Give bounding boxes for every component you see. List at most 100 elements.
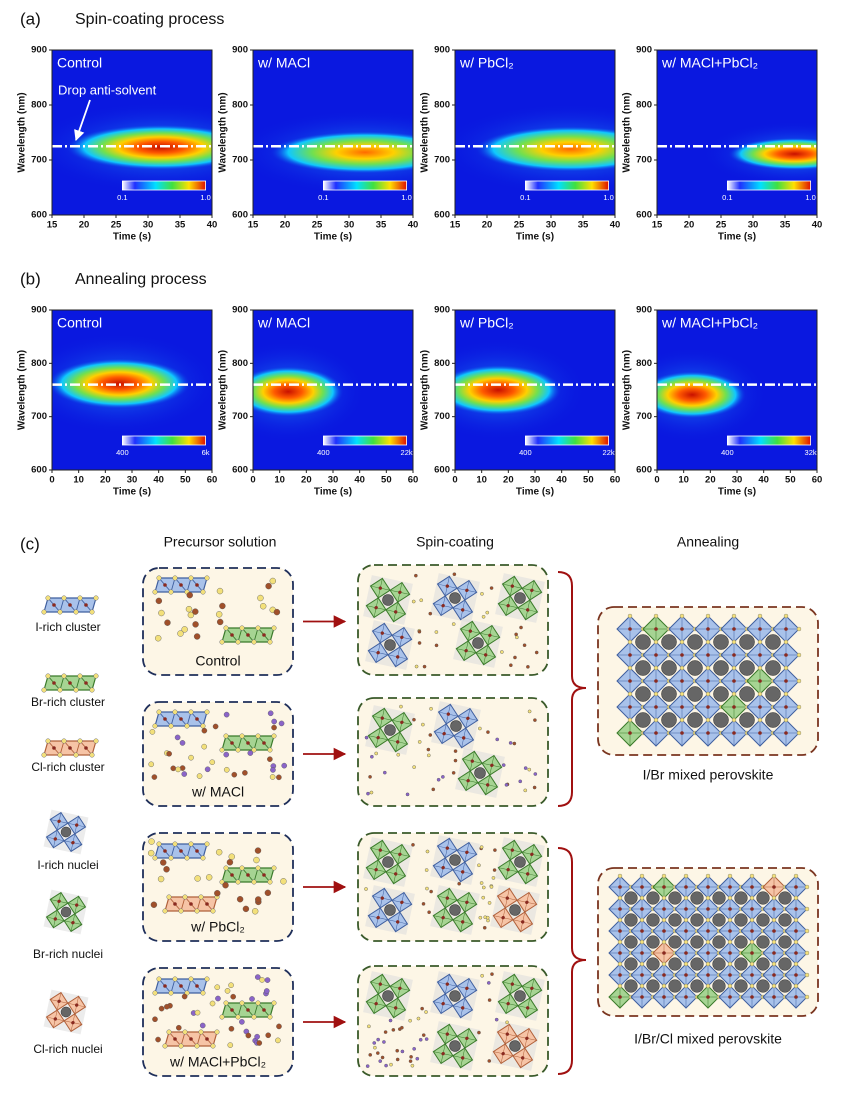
colorbar-label: 1.0 (805, 193, 815, 202)
cation (384, 724, 396, 736)
core (71, 1020, 75, 1025)
ion (269, 577, 277, 585)
ion (376, 1037, 380, 1042)
atom (731, 613, 737, 619)
atom (757, 691, 763, 697)
core (445, 584, 449, 588)
atom (41, 752, 47, 758)
ion (489, 885, 494, 889)
atom (267, 639, 273, 645)
core (706, 995, 710, 999)
ion (417, 641, 422, 645)
core (57, 999, 61, 1004)
cation (778, 913, 792, 927)
atom (783, 639, 789, 645)
plot-frame (656, 49, 818, 216)
ion (164, 619, 171, 626)
ion (487, 901, 492, 905)
ion (163, 866, 170, 873)
y-tick-label: 800 (636, 100, 652, 111)
atom (771, 939, 777, 945)
atom (771, 873, 777, 879)
ion (254, 847, 262, 854)
ion (155, 635, 162, 642)
ion (421, 1033, 426, 1037)
ion (276, 774, 282, 781)
ion (223, 766, 230, 773)
colorbar-label: 400 (721, 448, 734, 457)
ion (405, 792, 410, 797)
core (772, 973, 776, 977)
ion (419, 598, 424, 603)
core (84, 603, 88, 607)
core (195, 984, 199, 988)
atom (639, 873, 645, 879)
plot-name: Control (57, 55, 102, 71)
x-tick-label: 20 (100, 475, 111, 486)
atom (679, 665, 685, 671)
atom (223, 865, 229, 871)
atom (251, 747, 257, 753)
ion (370, 754, 374, 759)
x-tick-label: 20 (301, 475, 312, 486)
colorbar-label: 32k (805, 448, 817, 457)
core (490, 763, 494, 767)
cation (635, 634, 651, 650)
ion (188, 754, 194, 761)
ion (365, 1064, 370, 1068)
colorbar (322, 435, 407, 446)
ion (254, 974, 261, 980)
ion (366, 791, 370, 796)
core (654, 627, 658, 631)
ion (481, 885, 486, 890)
core (442, 732, 446, 736)
cation (661, 660, 677, 676)
core (654, 653, 658, 657)
ion (257, 594, 264, 602)
cluster (41, 738, 99, 758)
core (706, 705, 710, 709)
ion (270, 767, 276, 773)
y-tick-label: 700 (31, 155, 47, 166)
dashed-box (142, 967, 294, 1077)
atom (251, 639, 257, 645)
atom (617, 917, 623, 923)
ion (412, 717, 416, 722)
core (510, 848, 514, 852)
core (179, 849, 183, 853)
atom (188, 976, 194, 982)
core (445, 1032, 449, 1036)
core (732, 627, 736, 631)
core (640, 951, 644, 955)
cation (450, 720, 462, 732)
ion (412, 765, 416, 769)
ion (482, 925, 487, 930)
core (378, 586, 382, 590)
atom (749, 961, 755, 967)
ion (223, 751, 230, 758)
atom (204, 709, 210, 715)
cation (765, 634, 781, 650)
core (464, 649, 468, 653)
y-tick-label: 600 (232, 465, 248, 476)
core (163, 583, 167, 587)
core (662, 885, 666, 889)
y-tick-label: 600 (434, 465, 450, 476)
core (374, 868, 378, 872)
atom (239, 625, 245, 631)
y-axis-label: Wavelength (nm) (17, 350, 28, 430)
nucleus (363, 575, 413, 625)
ion (204, 766, 211, 773)
y-tick-label: 800 (232, 100, 248, 111)
core (680, 731, 684, 735)
sample-label: w/ PbCl₂ (190, 919, 245, 935)
core (750, 951, 754, 955)
atom (705, 939, 711, 945)
atom (89, 687, 95, 693)
core (732, 731, 736, 735)
atom (627, 691, 633, 697)
ion (164, 1003, 170, 1010)
y-tick-label: 700 (636, 411, 652, 422)
atom (73, 752, 79, 758)
core (179, 984, 183, 988)
